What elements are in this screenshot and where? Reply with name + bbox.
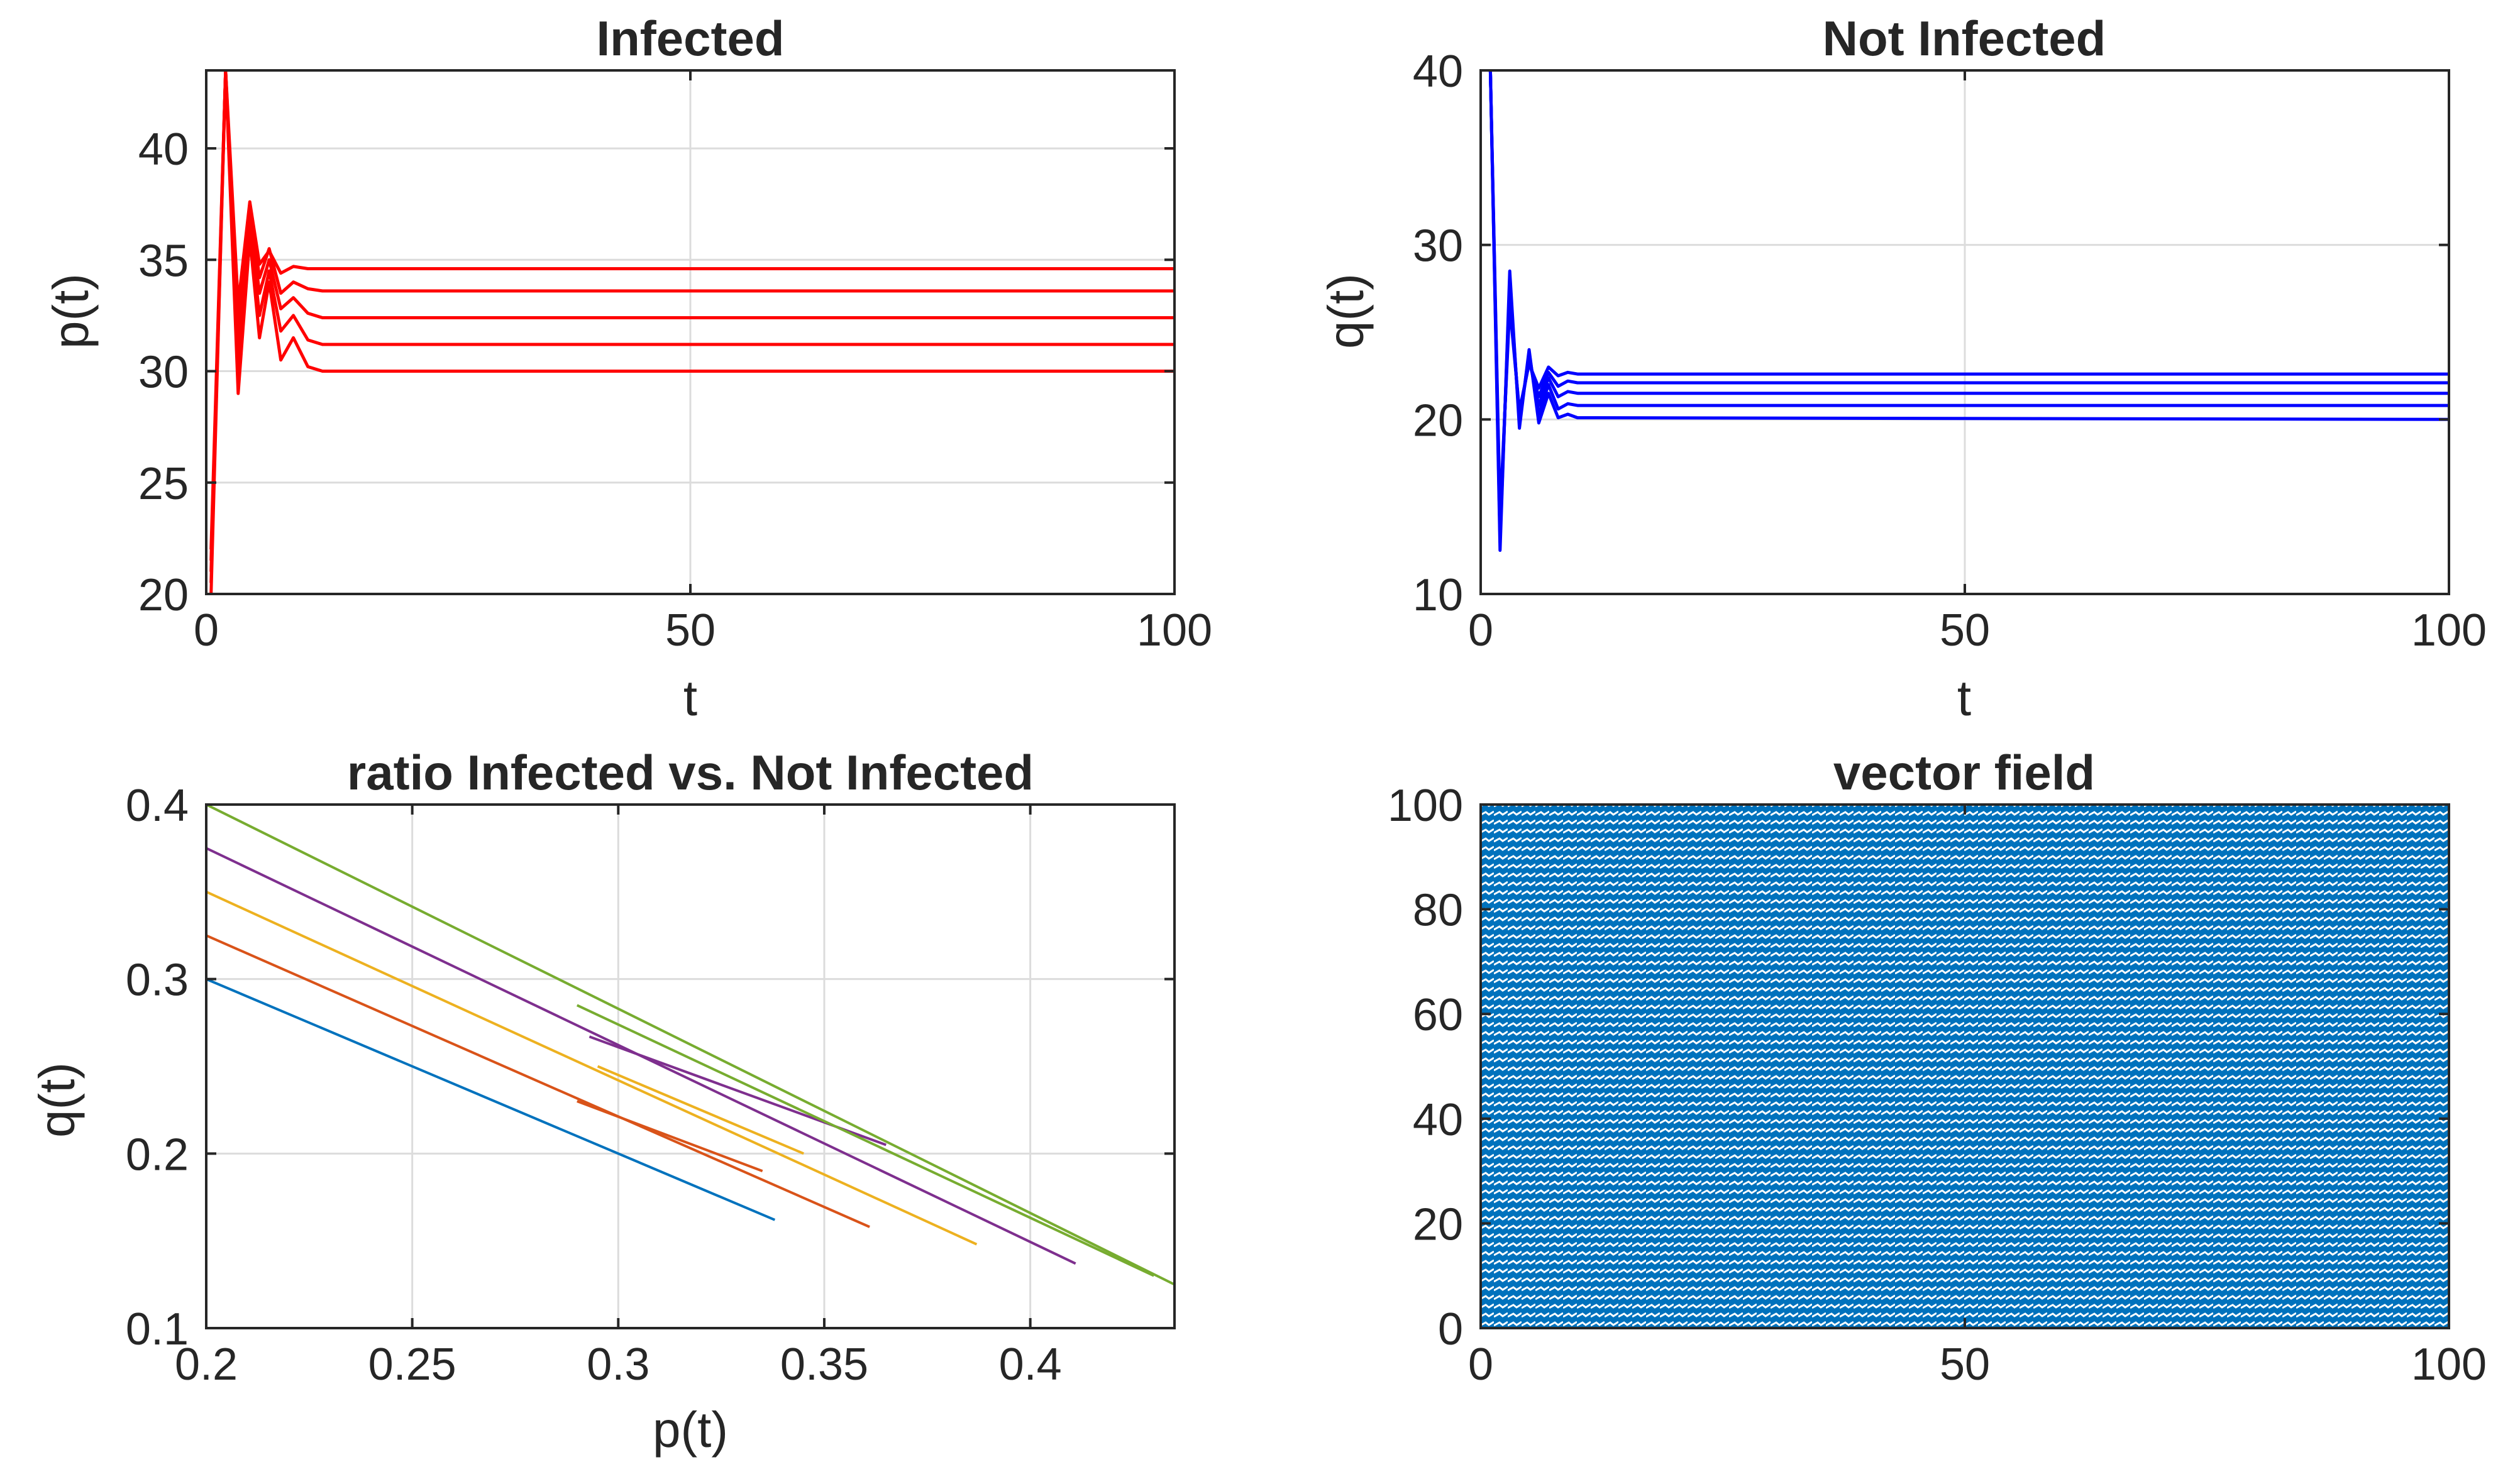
y-tick-label: 25 <box>138 459 189 509</box>
y-tick-label: 40 <box>1413 47 1463 97</box>
ratio-ylabel: q(t) <box>29 1062 85 1138</box>
infected-ylabel: p(t) <box>43 273 99 349</box>
infected-series <box>209 70 1174 594</box>
y-tick-label: 80 <box>1413 886 1463 936</box>
x-tick-label: 0.4 <box>999 1339 1062 1390</box>
ratio-axes-box <box>205 803 1176 1329</box>
ratio-title: ratio Infected vs. Not Infected <box>347 745 1034 800</box>
y-tick-label: 20 <box>1413 1199 1463 1250</box>
y-tick-label: 0 <box>1438 1304 1463 1355</box>
x-tick-label: 0.35 <box>780 1339 868 1390</box>
not-infected-y-ticks: 10 20 30 40 <box>1413 47 2449 620</box>
y-tick-label: 20 <box>1413 395 1463 446</box>
y-tick-label: 0.2 <box>126 1129 189 1180</box>
x-tick-label: 100 <box>2411 1339 2487 1390</box>
x-tick-label: 0.2 <box>175 1339 238 1390</box>
y-tick-label: 60 <box>1413 990 1463 1040</box>
ratio-xlabel: p(t) <box>653 1402 728 1458</box>
infected-xlabel: t <box>683 670 697 726</box>
x-tick-label: 50 <box>1940 1339 1990 1390</box>
x-tick-label: 100 <box>1137 605 1212 656</box>
series-line-2 <box>206 934 870 1228</box>
ratio-series <box>206 805 1174 1286</box>
series-segment-3 <box>597 1065 804 1155</box>
series-line-1 <box>206 977 776 1221</box>
x-tick-label: 0 <box>1468 1339 1493 1390</box>
infected-panel: Infected p(t) t 0 50 100 20 25 30 35 40 <box>43 11 1212 726</box>
y-tick-label: 0.1 <box>126 1304 189 1355</box>
x-tick-label: 0 <box>194 605 219 656</box>
y-tick-label: 40 <box>1413 1095 1463 1145</box>
ratio-y-ticks: 0.1 0.2 0.3 0.4 <box>126 781 1174 1355</box>
series-line-5 <box>1488 70 2449 517</box>
x-tick-label: 50 <box>1940 605 1990 656</box>
infected-y-ticks: 20 25 30 35 40 <box>138 124 1174 620</box>
y-tick-label: 20 <box>138 570 189 620</box>
ratio-x-ticks: 0.2 0.25 0.3 0.35 0.4 <box>175 805 1062 1390</box>
not-infected-series <box>1488 70 2449 552</box>
vector-field-x-ticks: 0 50 100 <box>1468 805 2487 1390</box>
y-tick-label: 0.3 <box>126 955 189 1006</box>
not-infected-ylabel: q(t) <box>1318 273 1374 349</box>
y-tick-label: 0.4 <box>126 781 189 831</box>
not-infected-x-ticks: 0 50 100 <box>1468 70 2487 656</box>
series-segment-5 <box>576 1004 1155 1277</box>
y-tick-label: 100 <box>1388 781 1463 831</box>
y-tick-label: 35 <box>138 236 189 286</box>
ratio-panel: ratio Infected vs. Not Infected q(t) p(t… <box>29 745 1176 1458</box>
vector-field-quiver <box>1481 805 2449 1328</box>
series-segment-2 <box>577 1100 763 1172</box>
vector-field-title: vector field <box>1833 745 2095 800</box>
infected-title: Infected <box>596 11 784 66</box>
y-tick-label: 10 <box>1413 570 1463 620</box>
x-tick-label: 0.3 <box>587 1339 649 1390</box>
not-infected-title: Not Infected <box>1823 11 2106 66</box>
y-tick-label: 30 <box>138 348 189 398</box>
series-line-3 <box>206 890 978 1246</box>
x-tick-label: 0 <box>1468 605 1493 656</box>
x-tick-label: 100 <box>2411 605 2487 656</box>
y-tick-label: 30 <box>1413 221 1463 272</box>
y-tick-label: 40 <box>138 124 189 175</box>
vector-field-panel: vector field 0 50 100 0 20 40 60 80 100 <box>1388 745 2487 1390</box>
infected-x-ticks: 0 50 100 <box>194 70 1212 656</box>
series-line-5 <box>209 70 1174 550</box>
not-infected-xlabel: t <box>1957 670 1971 726</box>
vector-field-y-ticks: 0 20 40 60 80 100 <box>1388 781 2449 1355</box>
series-line-5 <box>206 805 1174 1286</box>
not-infected-panel: Not Infected q(t) t 0 50 100 10 20 30 40 <box>1318 11 2487 726</box>
x-tick-label: 0.25 <box>368 1339 456 1390</box>
x-tick-label: 50 <box>665 605 716 656</box>
